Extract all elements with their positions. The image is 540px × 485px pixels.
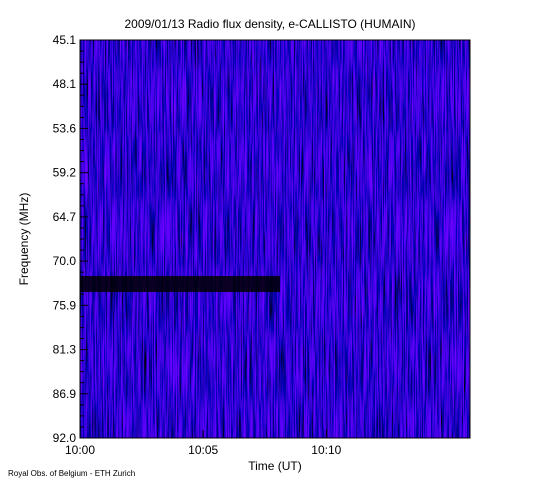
y-tick-label: 59.2 [53, 166, 77, 180]
y-tick-label: 64.7 [53, 210, 77, 224]
y-tick-label: 92.0 [53, 431, 77, 445]
x-axis-label: Time (UT) [248, 459, 302, 473]
y-tick-label: 75.9 [53, 298, 77, 312]
y-tick-label: 81.3 [53, 343, 77, 357]
y-tick-label: 45.1 [53, 33, 77, 47]
y-tick-label: 48.1 [53, 77, 77, 91]
x-tick-label: 10:05 [188, 443, 218, 457]
x-tick-label: 10:00 [65, 443, 95, 457]
spectrogram-image [80, 40, 470, 438]
y-tick-label: 70.0 [53, 254, 77, 268]
y-axis-label: Frequency (MHz) [17, 193, 31, 286]
y-tick-label: 86.9 [53, 387, 77, 401]
credit: Royal Obs. of Belgium - ETH Zurich [8, 469, 135, 478]
chart-title: 2009/01/13 Radio flux density, e-CALLIST… [124, 17, 415, 31]
y-tick-label: 53.6 [53, 121, 77, 135]
x-tick-label: 10:10 [311, 443, 341, 457]
